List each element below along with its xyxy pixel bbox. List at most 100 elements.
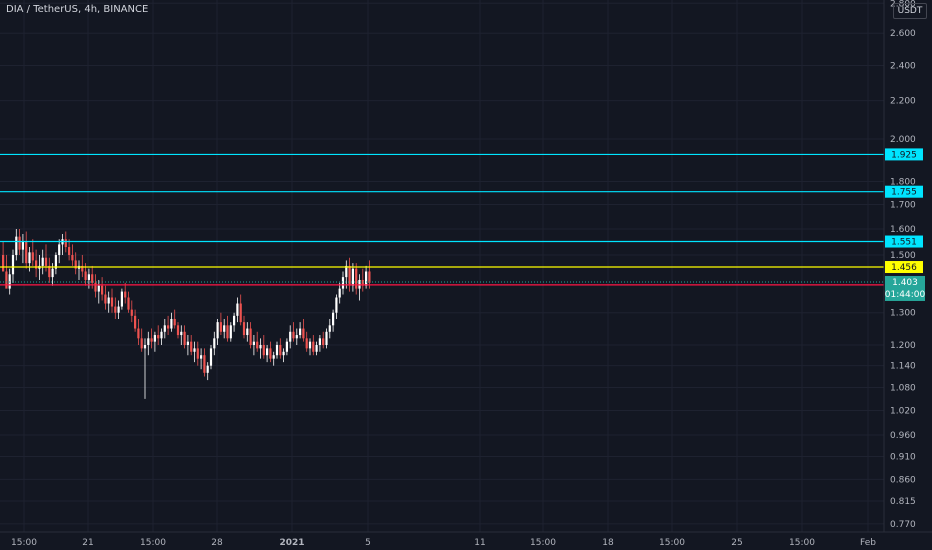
price-tick-label: 2.800 bbox=[890, 0, 916, 9]
price-tick-label: 0.960 bbox=[890, 431, 916, 441]
candle bbox=[348, 257, 351, 292]
candle bbox=[41, 249, 44, 275]
candle bbox=[236, 297, 239, 323]
candle-body bbox=[31, 252, 34, 261]
price-tick-label: 1.080 bbox=[890, 383, 916, 393]
candle bbox=[104, 285, 107, 310]
candle bbox=[226, 315, 229, 342]
time-axis[interactable]: 15:00 21 15:00 28 2021 5 11 15:00 18 15:00 25 15:00… bbox=[11, 538, 876, 548]
candle bbox=[150, 328, 153, 349]
candle bbox=[216, 318, 219, 345]
candle-body bbox=[58, 244, 61, 256]
candle bbox=[223, 318, 226, 339]
candle-body bbox=[11, 255, 15, 275]
candle-body bbox=[203, 355, 206, 373]
candle-body bbox=[117, 306, 120, 313]
price-tag-label: 1.456 bbox=[891, 263, 917, 273]
candle bbox=[176, 322, 180, 339]
candle bbox=[140, 328, 143, 352]
candle bbox=[338, 282, 341, 304]
candle-body bbox=[302, 328, 305, 339]
price-tick-label: 1.800 bbox=[890, 177, 916, 187]
price-tick-label: 2.400 bbox=[890, 61, 916, 71]
candle-body bbox=[256, 341, 259, 349]
candle-body bbox=[259, 345, 262, 349]
candle-body bbox=[183, 331, 186, 345]
candle-body bbox=[322, 338, 325, 345]
candle bbox=[249, 322, 252, 349]
candle bbox=[163, 318, 166, 339]
candle bbox=[2, 241, 5, 272]
time-tick-label: 21 bbox=[82, 538, 93, 548]
candle-body bbox=[2, 255, 5, 272]
candle-body bbox=[157, 335, 160, 339]
candle-body bbox=[114, 306, 117, 313]
candle bbox=[137, 318, 140, 345]
time-tick-label: 5 bbox=[365, 538, 371, 548]
candle-body bbox=[176, 325, 180, 336]
price-axis[interactable]: 2.800 2.600 2.400 2.200 2.000 1.800 1.700 1.600… bbox=[890, 0, 916, 530]
candle bbox=[325, 328, 328, 349]
candle bbox=[308, 338, 312, 356]
currency-button[interactable]: USDT bbox=[893, 3, 927, 19]
price-tick-label: 2.200 bbox=[890, 97, 916, 107]
symbol-title: DIA / TetherUS, 4h, BINANCE bbox=[6, 4, 149, 15]
candle-body bbox=[54, 255, 57, 269]
candle bbox=[117, 300, 120, 319]
candle-body bbox=[223, 325, 226, 332]
candle bbox=[170, 312, 173, 332]
candle-body bbox=[91, 274, 94, 283]
candle bbox=[107, 291, 110, 313]
candle bbox=[200, 348, 203, 370]
candle-body bbox=[368, 271, 371, 283]
price-tag-background bbox=[885, 148, 923, 161]
candle-body bbox=[124, 291, 127, 298]
candle bbox=[355, 263, 358, 295]
candle bbox=[81, 255, 84, 278]
candle bbox=[299, 322, 302, 339]
candle-body bbox=[315, 345, 318, 352]
candle bbox=[97, 279, 100, 304]
time-tick-label: 2021 bbox=[279, 538, 304, 548]
price-tick-label: 1.500 bbox=[890, 251, 916, 261]
candle bbox=[31, 239, 34, 266]
candle-body bbox=[275, 345, 279, 356]
candle-body bbox=[233, 315, 236, 326]
candle-body bbox=[35, 260, 38, 269]
candle bbox=[282, 348, 285, 363]
candle-body bbox=[196, 348, 199, 359]
candlestick-series bbox=[2, 228, 371, 399]
candle-body bbox=[262, 345, 265, 356]
candle-body bbox=[200, 355, 203, 359]
candle-body bbox=[355, 268, 358, 289]
candle-body bbox=[269, 348, 272, 359]
time-tick-label: 15:00 bbox=[11, 538, 37, 548]
candle-body bbox=[335, 297, 338, 313]
candle-body bbox=[97, 285, 100, 292]
candle-body bbox=[167, 325, 170, 329]
candle bbox=[295, 328, 298, 345]
candle bbox=[101, 277, 104, 301]
candle bbox=[11, 249, 15, 283]
candle-body bbox=[18, 236, 21, 250]
candle-body bbox=[246, 328, 249, 336]
candle-body bbox=[147, 338, 150, 345]
price-tick-label: 1.020 bbox=[890, 407, 916, 417]
candle-body bbox=[104, 294, 107, 304]
candle-body bbox=[137, 328, 140, 339]
candle bbox=[196, 341, 199, 366]
candle-body bbox=[163, 325, 166, 332]
candle bbox=[124, 282, 127, 304]
candle bbox=[351, 263, 354, 292]
price-tick-label: 0.910 bbox=[890, 453, 916, 463]
candle bbox=[302, 318, 305, 342]
candle bbox=[233, 312, 236, 332]
candle-body bbox=[299, 328, 302, 336]
candle bbox=[157, 325, 160, 345]
candle bbox=[292, 322, 295, 342]
candle-body bbox=[206, 365, 209, 373]
candle-body bbox=[74, 260, 77, 269]
candle bbox=[252, 335, 255, 356]
candle-body bbox=[289, 331, 292, 342]
